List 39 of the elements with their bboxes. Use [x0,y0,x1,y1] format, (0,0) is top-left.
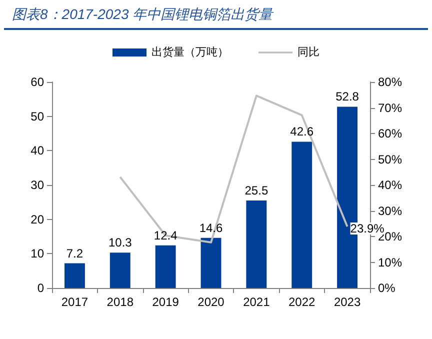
y-tick-label: 10 [30,246,44,261]
data-label: 14.6 [199,220,223,235]
data-label: 52.8 [336,90,360,104]
bar [110,252,130,288]
legend-label: 同比 [298,46,320,58]
x-tick-label: 2021 [243,295,270,309]
y-tick-label: 0 [37,281,44,295]
bar [64,263,85,288]
y-tick-label: 50 [30,109,44,124]
x-tick-label: 2022 [288,295,316,309]
legend-label: 出货量（万吨） [152,46,228,58]
y2-tick-label: 30% [378,204,402,218]
bar [292,142,312,288]
y2-tick-label: 60% [378,126,402,140]
data-label: 12.4 [154,228,178,242]
y-tick-label: 30 [30,178,44,192]
y-tick-label: 40 [30,144,44,158]
x-tick-label: 2018 [106,295,134,309]
bar [246,200,267,288]
y-tick-label: 60 [30,75,44,89]
data-label: 25.5 [244,183,268,198]
x-tick-label: 2023 [334,295,361,309]
bar [200,238,222,288]
data-label: 23.9% [350,221,385,236]
data-label: 10.3 [108,236,132,250]
bar [155,245,176,288]
y2-tick-label: 70% [378,100,402,115]
y-tick-label: 20 [30,212,44,226]
y2-tick-label: 40% [378,178,402,192]
x-tick-label: 2017 [61,295,88,309]
y2-tick-label: 10% [378,255,402,270]
x-tick-label: 2019 [152,295,180,309]
chart-title: 图表8：2017-2023 年中国锂电铜箔出货量 [4,6,428,30]
x-tick-label: 2020 [198,295,225,309]
y2-tick-label: 50% [378,152,402,166]
data-label: 42.6 [290,124,314,139]
data-label: 7.2 [66,246,84,260]
y2-tick-label: 80% [378,75,402,89]
y2-tick-label: 0% [378,281,396,295]
